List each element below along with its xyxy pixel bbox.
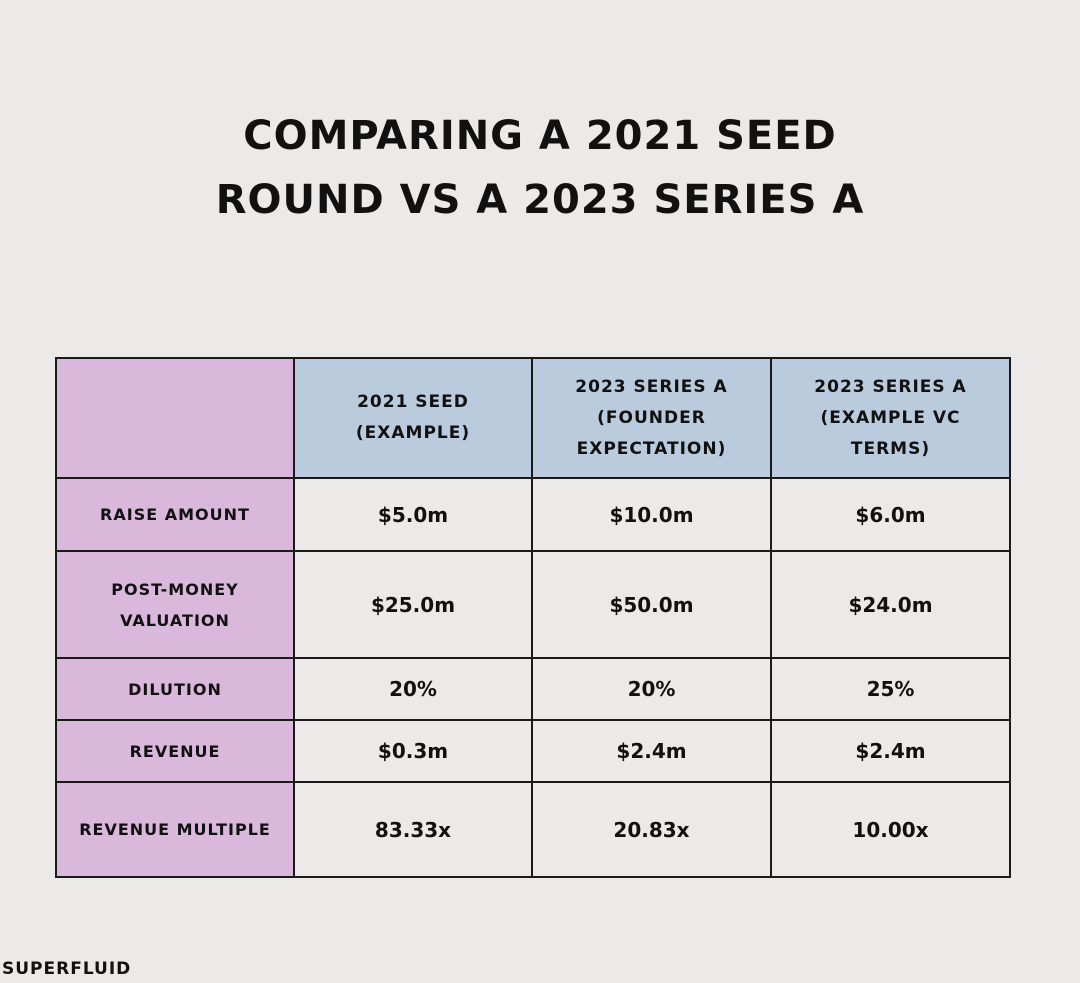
brand-logo: SUPERFLUID <box>2 959 132 979</box>
column-header-line: (FOUNDER <box>597 407 706 428</box>
column-header-line: TERMS) <box>850 438 931 459</box>
table-row-revenue: REVENUE $0.3m $2.4m $2.4m <box>55 719 1011 783</box>
table-cell: 20% <box>531 657 772 721</box>
table-cell: $5.0m <box>293 477 533 552</box>
table-cell: $50.0m <box>531 550 772 659</box>
table-row-post-money-valuation: POST-MONEY VALUATION $25.0m $50.0m $24.0… <box>55 550 1011 659</box>
corner-cell <box>55 357 295 479</box>
column-header-line: (EXAMPLE VC <box>820 407 961 428</box>
table-cell: 20% <box>293 657 533 721</box>
row-header: RAISE AMOUNT <box>55 477 295 552</box>
row-header-line: DILUTION <box>128 679 222 699</box>
page-title: COMPARING A 2021 SEED ROUND VS A 2023 SE… <box>0 104 1080 232</box>
table-cell: $2.4m <box>770 719 1011 783</box>
row-header-line: REVENUE MULTIPLE <box>79 820 271 839</box>
table-cell: 10.00x <box>770 781 1011 878</box>
comparison-table: 2021 SEED (EXAMPLE) 2023 SERIES A (FOUND… <box>55 357 1011 878</box>
table-cell: $6.0m <box>770 477 1011 552</box>
header-row: 2021 SEED (EXAMPLE) 2023 SERIES A (FOUND… <box>55 357 1011 479</box>
column-header-2023-vc: 2023 SERIES A (EXAMPLE VC TERMS) <box>770 357 1011 479</box>
table-cell: $25.0m <box>293 550 533 659</box>
title-line-2: ROUND VS A 2023 SERIES A <box>215 177 865 223</box>
table-row-revenue-multiple: REVENUE MULTIPLE 83.33x 20.83x 10.00x <box>55 781 1011 878</box>
column-header-line: 2023 SERIES A <box>814 376 967 397</box>
row-header-line: POST-MONEY <box>111 579 239 599</box>
column-header-line: 2023 SERIES A <box>575 376 728 397</box>
row-header-line: REVENUE <box>129 741 221 761</box>
table-cell: $2.4m <box>531 719 772 783</box>
table-cell: $0.3m <box>293 719 533 783</box>
table-cell: 25% <box>770 657 1011 721</box>
column-header-line: 2021 SEED <box>357 392 469 412</box>
table-cell: $10.0m <box>531 477 772 552</box>
row-header: POST-MONEY VALUATION <box>55 550 295 659</box>
column-header-line: EXPECTATION) <box>576 438 727 459</box>
title-line-1: COMPARING A 2021 SEED <box>243 113 837 159</box>
row-header-line: RAISE AMOUNT <box>100 505 250 524</box>
table-row-dilution: DILUTION 20% 20% 25% <box>55 657 1011 721</box>
table-cell: $24.0m <box>770 550 1011 659</box>
row-header: REVENUE MULTIPLE <box>55 781 295 878</box>
row-header: DILUTION <box>55 657 295 721</box>
table-cell: 20.83x <box>531 781 772 878</box>
table-row-raise-amount: RAISE AMOUNT $5.0m $10.0m $6.0m <box>55 477 1011 552</box>
table-cell: 83.33x <box>293 781 533 878</box>
column-header-2023-founder: 2023 SERIES A (FOUNDER EXPECTATION) <box>531 357 772 479</box>
row-header-line: VALUATION <box>120 610 230 630</box>
column-header-2021-seed: 2021 SEED (EXAMPLE) <box>293 357 533 479</box>
row-header: REVENUE <box>55 719 295 783</box>
column-header-line: (EXAMPLE) <box>355 423 471 443</box>
